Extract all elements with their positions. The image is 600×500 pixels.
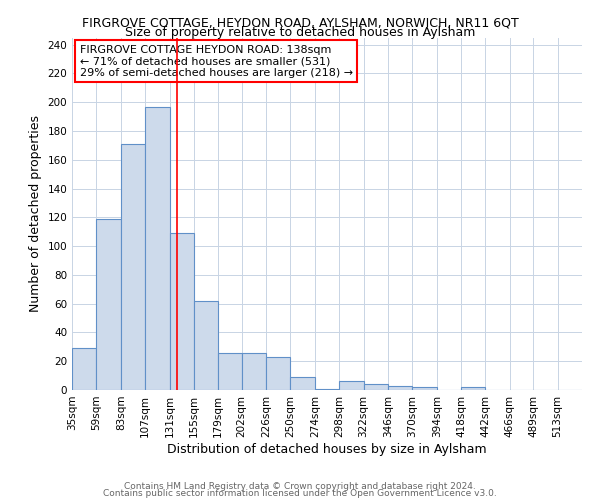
Bar bbox=[242, 352, 266, 390]
Bar bbox=[315, 388, 339, 390]
Bar bbox=[339, 382, 364, 390]
Bar bbox=[194, 301, 218, 390]
Y-axis label: Number of detached properties: Number of detached properties bbox=[29, 116, 42, 312]
Text: FIRGROVE COTTAGE HEYDON ROAD: 138sqm
← 71% of detached houses are smaller (531)
: FIRGROVE COTTAGE HEYDON ROAD: 138sqm ← 7… bbox=[80, 44, 353, 78]
Text: Contains public sector information licensed under the Open Government Licence v3: Contains public sector information licen… bbox=[103, 488, 497, 498]
Bar bbox=[388, 386, 412, 390]
Bar bbox=[218, 352, 242, 390]
Bar bbox=[461, 387, 485, 390]
Bar bbox=[364, 384, 388, 390]
Text: Contains HM Land Registry data © Crown copyright and database right 2024.: Contains HM Land Registry data © Crown c… bbox=[124, 482, 476, 491]
Bar bbox=[412, 387, 437, 390]
Bar bbox=[145, 106, 170, 390]
Bar bbox=[121, 144, 145, 390]
Bar bbox=[72, 348, 97, 390]
Bar bbox=[266, 357, 290, 390]
X-axis label: Distribution of detached houses by size in Aylsham: Distribution of detached houses by size … bbox=[167, 442, 487, 456]
Text: FIRGROVE COTTAGE, HEYDON ROAD, AYLSHAM, NORWICH, NR11 6QT: FIRGROVE COTTAGE, HEYDON ROAD, AYLSHAM, … bbox=[82, 16, 518, 29]
Bar bbox=[170, 233, 194, 390]
Text: Size of property relative to detached houses in Aylsham: Size of property relative to detached ho… bbox=[125, 26, 475, 39]
Bar bbox=[290, 377, 315, 390]
Bar bbox=[97, 219, 121, 390]
